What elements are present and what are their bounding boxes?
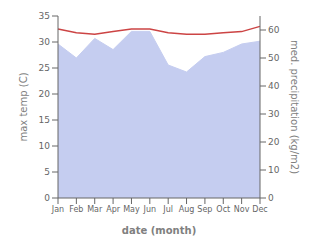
svg-text:0: 0 <box>268 193 274 203</box>
svg-text:5: 5 <box>44 167 50 177</box>
svg-text:50: 50 <box>268 53 280 63</box>
svg-text:35: 35 <box>39 11 50 21</box>
svg-text:Nov: Nov <box>234 205 250 214</box>
svg-text:Oct: Oct <box>216 205 230 214</box>
svg-text:30: 30 <box>39 37 51 47</box>
svg-text:0: 0 <box>44 193 50 203</box>
svg-text:Mar: Mar <box>87 205 103 214</box>
svg-text:30: 30 <box>268 109 280 119</box>
svg-text:10: 10 <box>268 165 280 175</box>
svg-text:10: 10 <box>39 141 51 151</box>
svg-text:Aug: Aug <box>179 205 195 214</box>
svg-text:40: 40 <box>268 81 280 91</box>
svg-text:Jun: Jun <box>143 205 157 214</box>
svg-text:60: 60 <box>268 25 280 35</box>
svg-text:Feb: Feb <box>69 205 83 214</box>
svg-text:Sep: Sep <box>197 205 212 214</box>
svg-text:Jul: Jul <box>162 205 173 214</box>
svg-text:25: 25 <box>39 63 50 73</box>
svg-text:May: May <box>123 205 140 214</box>
svg-text:max temp (C): max temp (C) <box>18 72 29 141</box>
svg-text:Jan: Jan <box>51 205 64 214</box>
svg-text:date (month): date (month) <box>122 225 196 236</box>
svg-text:15: 15 <box>39 115 50 125</box>
svg-text:Apr: Apr <box>106 205 121 214</box>
svg-text:med. precipitation (kg/m2): med. precipitation (kg/m2) <box>289 40 300 174</box>
svg-text:20: 20 <box>39 89 51 99</box>
svg-text:20: 20 <box>268 137 280 147</box>
svg-text:Dec: Dec <box>252 205 267 214</box>
